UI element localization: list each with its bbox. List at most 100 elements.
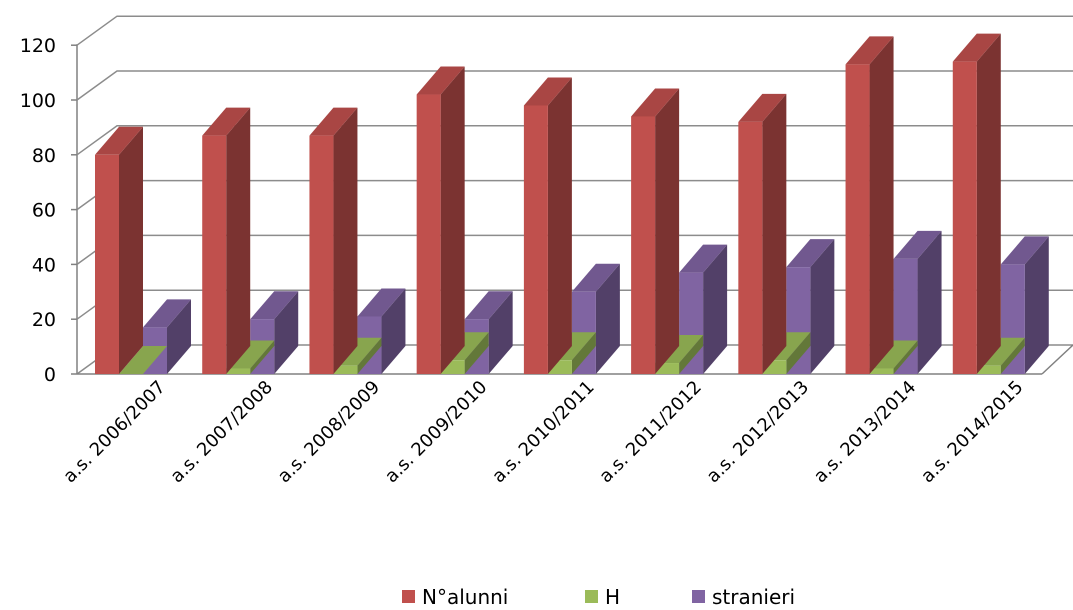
bar-front	[95, 154, 119, 374]
bar-front	[309, 135, 334, 374]
legend-swatch	[585, 590, 598, 603]
bar-side	[357, 337, 382, 374]
bar-top	[631, 88, 680, 117]
bar-H-a.s. 2006/2007	[119, 346, 167, 374]
bar-front	[523, 105, 548, 374]
legend-swatch	[402, 590, 415, 603]
bar-front	[202, 135, 227, 374]
bar-side	[976, 33, 1001, 374]
bar-front	[226, 368, 251, 374]
bar-front	[655, 363, 680, 374]
bar-N°alunni-a.s. 2007/2008	[202, 107, 251, 375]
bar-side	[703, 244, 728, 374]
bar-front	[333, 365, 358, 374]
x-tick-label: a.s. 2011/2012	[595, 377, 705, 487]
x-tick-label: a.s. 2006/2007	[59, 377, 169, 487]
x-tick-label: a.s. 2007/2008	[166, 377, 276, 487]
bar-N°alunni-a.s. 2013/2014	[845, 36, 894, 374]
y-tick-label: 80	[32, 145, 56, 167]
bar-N°alunni-a.s. 2010/2011	[523, 77, 572, 374]
bar-side	[1024, 236, 1049, 374]
bar-front	[845, 64, 870, 374]
bar-side	[167, 299, 191, 374]
x-tick-label: a.s. 2010/2011	[488, 377, 598, 487]
bar-N°alunni-a.s. 2006/2007	[95, 126, 143, 374]
bar-top	[464, 291, 513, 320]
bar-side	[226, 107, 251, 375]
bar-side	[381, 288, 406, 374]
legend-label: N°alunni	[422, 585, 508, 609]
bar-top	[226, 340, 275, 369]
bar-front	[952, 61, 977, 374]
y-tick-label: 0	[44, 364, 56, 386]
bar-top	[893, 230, 942, 259]
bar-top	[679, 244, 728, 273]
bar-front	[631, 116, 656, 374]
bar-side	[810, 239, 835, 374]
x-tick-label: a.s. 2009/2010	[381, 377, 491, 487]
bar-side	[464, 332, 489, 374]
bar-side	[547, 77, 572, 374]
bar-top	[357, 288, 406, 317]
bar-side	[893, 340, 918, 374]
bar-top	[738, 93, 787, 122]
legend-item: N°alunni	[402, 585, 508, 609]
bar-front	[869, 368, 894, 374]
bar-N°alunni-a.s. 2011/2012	[631, 88, 680, 374]
bar-front	[416, 94, 441, 375]
bar-N°alunni-a.s. 2014/2015	[952, 33, 1001, 374]
bar-N°alunni-a.s. 2009/2010	[416, 66, 465, 375]
bar-side	[274, 291, 299, 374]
bar-side	[595, 263, 620, 374]
bar-side	[762, 93, 787, 375]
y-axis-ticks: 0 20 40 60 80 100 120	[20, 35, 56, 386]
y-tick-label: 40	[32, 254, 56, 276]
x-tick-label: a.s. 2014/2015	[917, 377, 1027, 487]
x-tick-label: a.s. 2008/2009	[274, 377, 384, 487]
bar-top	[786, 239, 835, 268]
bar-top	[309, 107, 358, 136]
bar-top	[95, 126, 143, 155]
bar-top	[119, 346, 167, 374]
bar-side	[488, 291, 513, 374]
y-tick-label: 100	[20, 90, 56, 112]
bar-front	[738, 121, 763, 374]
bar-side	[333, 107, 358, 375]
bar-top	[571, 263, 620, 292]
bar-top	[143, 299, 191, 328]
bar-top	[952, 33, 1001, 62]
bar-top	[869, 340, 918, 369]
x-tick-label: a.s. 2013/2014	[810, 377, 920, 487]
bar-N°alunni-a.s. 2012/2013	[738, 93, 787, 375]
bar-side	[1000, 337, 1025, 374]
bar-top	[523, 77, 572, 106]
bar-side	[119, 126, 143, 374]
bar-top	[250, 291, 299, 320]
y-tick-label: 20	[32, 309, 56, 331]
bar-side	[655, 88, 680, 374]
legend-item: stranieri	[692, 585, 795, 609]
bar-side	[917, 230, 942, 374]
bar-side	[440, 66, 465, 375]
gridline	[76, 70, 1073, 101]
bar-H-a.s. 2013/2014	[869, 340, 918, 374]
bars	[95, 33, 1049, 375]
bar-top	[1000, 236, 1049, 265]
bar-side	[869, 36, 894, 374]
legend-item: H	[585, 585, 620, 609]
floor-edge	[1041, 344, 1073, 375]
legend-label: stranieri	[712, 585, 795, 609]
y-tick-label: 120	[20, 35, 56, 57]
y-tick-label: 60	[32, 200, 56, 222]
bar-H-a.s. 2007/2008	[226, 340, 275, 374]
gridline	[76, 15, 1073, 46]
legend-swatch	[692, 590, 705, 603]
bar-side	[786, 332, 811, 374]
x-tick-label: a.s. 2012/2013	[703, 377, 813, 487]
bar-side	[571, 332, 596, 374]
bar-side	[250, 340, 275, 374]
bar-top	[202, 107, 251, 136]
